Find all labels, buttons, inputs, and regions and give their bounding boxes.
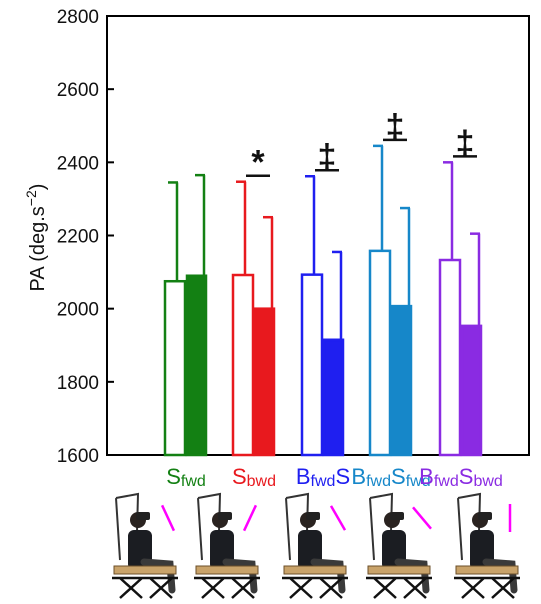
- chair-base: [454, 576, 520, 599]
- condition-label: BfwdSbwd: [419, 464, 503, 490]
- y-tick-label: 1800: [57, 373, 99, 394]
- bar-open: [300, 273, 324, 457]
- bar-solid: [390, 304, 413, 457]
- bar-solid: [322, 338, 345, 457]
- seat: [283, 565, 347, 575]
- bar-group: [231, 180, 276, 457]
- y-tick-label: 2400: [57, 153, 99, 174]
- orientation-line: [412, 506, 432, 530]
- y-axis-title: PA (deg.s−2): [23, 184, 49, 292]
- seated-subject-icon: [366, 492, 432, 599]
- significance-marker: ‡: [318, 138, 337, 176]
- significance-marker: ‡: [456, 124, 475, 162]
- condition-illustrations: [112, 492, 520, 599]
- legs: [310, 558, 346, 594]
- legs: [222, 558, 258, 594]
- bar-open: [368, 249, 392, 457]
- seated-subject-icon: [194, 492, 260, 599]
- condition-label: Sfwd: [166, 464, 206, 490]
- y-tick-label: 2600: [57, 80, 99, 101]
- chair-base: [282, 576, 348, 599]
- headset: [478, 512, 492, 520]
- headset: [136, 512, 150, 520]
- plot-area: * ‡ ‡ ‡: [106, 15, 530, 457]
- bar-open: [438, 258, 462, 457]
- chair-base: [112, 576, 178, 599]
- y-axis: 1600 1800 2000 2200 2400 2600 2800 PA (deg.s−2): [23, 7, 114, 467]
- condition-label: Sbwd: [232, 464, 276, 490]
- bar-group: [300, 174, 345, 457]
- bar-open: [163, 279, 187, 457]
- orientation-line: [329, 505, 347, 531]
- y-tick-label: 2200: [57, 227, 99, 248]
- bar-group: [368, 144, 413, 457]
- condition-label: BfwdS: [296, 464, 350, 490]
- headset: [218, 512, 232, 520]
- bar-solid: [253, 307, 276, 457]
- chair-base: [366, 576, 432, 599]
- orientation-line: [242, 504, 258, 532]
- bar-group: [438, 161, 483, 457]
- seat: [367, 565, 431, 575]
- chair-base: [194, 576, 260, 599]
- seated-subject-icon: [282, 492, 348, 599]
- seat: [455, 565, 519, 575]
- y-tick-label: 1600: [57, 446, 99, 467]
- bar-solid: [460, 324, 483, 457]
- y-tick-label: 2000: [57, 300, 99, 321]
- legs: [394, 558, 430, 594]
- bar-solid: [185, 274, 208, 457]
- condition-label: BfwdSfwd: [351, 464, 430, 490]
- headset: [390, 512, 404, 520]
- legs: [140, 558, 176, 594]
- seated-subject-icon: [112, 492, 178, 599]
- orientation-line: [160, 504, 176, 532]
- significance-marker: *: [251, 144, 265, 182]
- bar-open: [231, 273, 255, 457]
- headset: [306, 512, 320, 520]
- seat: [195, 565, 259, 575]
- seat: [113, 565, 177, 575]
- seated-subject-icon: [454, 492, 520, 599]
- y-tick-label: 2800: [57, 7, 99, 28]
- legs: [482, 558, 518, 594]
- significance-marker: ‡: [386, 108, 405, 146]
- bar-group: [163, 173, 208, 457]
